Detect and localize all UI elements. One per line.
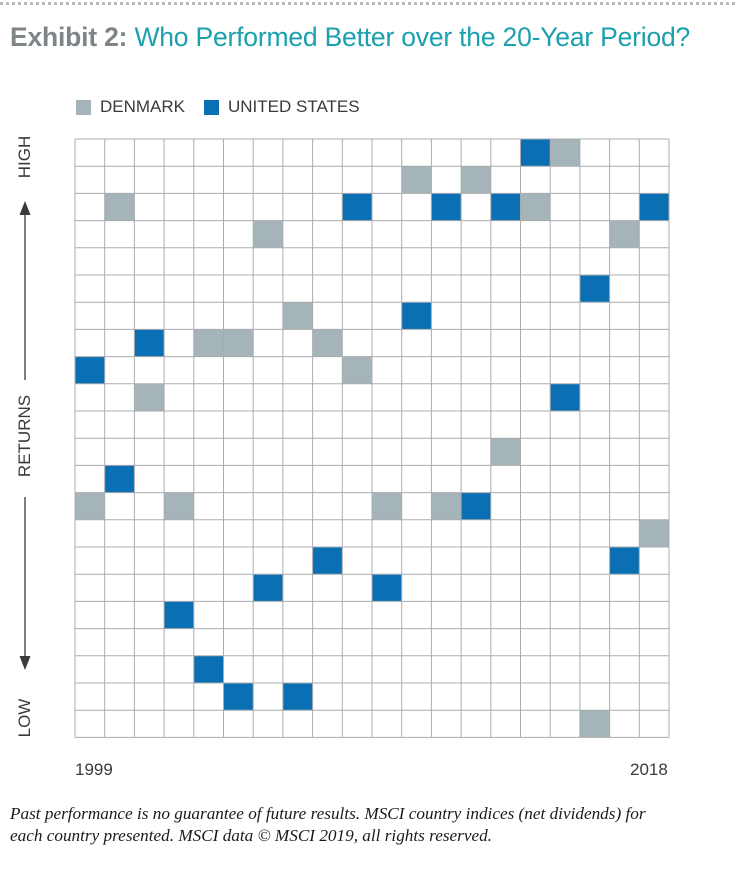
denmark-cell-2012 <box>461 166 491 194</box>
denmark-cell-2014 <box>520 193 551 221</box>
denmark-cell-2002 <box>164 492 194 520</box>
united-states-cell-2001 <box>134 329 165 357</box>
united-states-cell-2002 <box>164 601 194 629</box>
x-axis-end-label: 2018 <box>630 760 668 779</box>
legend-label-denmark: DENMARK <box>100 97 186 116</box>
united-states-cell-2013 <box>490 193 521 221</box>
footnote: Past performance is no guarantee of futu… <box>10 804 646 845</box>
denmark-cell-2017 <box>609 220 640 248</box>
chart-title: Exhibit 2: Who Performed Better over the… <box>10 22 690 53</box>
denmark-cell-2000 <box>104 193 135 221</box>
united-states-cell-2008 <box>342 193 372 221</box>
united-states-cell-2016 <box>579 275 610 303</box>
top-dotted-rule <box>0 2 735 5</box>
denmark-cell-2016 <box>579 710 610 738</box>
denmark-cell-2009 <box>372 492 402 520</box>
down-arrow-head-icon <box>19 656 31 670</box>
legend-swatch-united-states <box>204 99 219 115</box>
denmark-cell-2010 <box>401 166 432 194</box>
denmark-cell-2001 <box>134 383 165 411</box>
denmark-cell-2005 <box>253 220 283 248</box>
denmark-cell-2013 <box>490 438 521 466</box>
united-states-cell-2012 <box>461 492 491 520</box>
legend-swatch-denmark <box>76 99 91 115</box>
legend-item-united-states: UNITED STATES <box>204 97 360 117</box>
united-states-cell-2006 <box>282 683 313 711</box>
united-states-cell-2014 <box>520 139 551 167</box>
title-text: Who Performed Better over the 20-Year Pe… <box>134 22 691 52</box>
x-axis-start-label: 1999 <box>75 760 113 779</box>
denmark-cell-2011 <box>431 492 462 520</box>
denmark-cell-2018 <box>639 519 669 547</box>
y-axis-arrows <box>19 201 31 670</box>
heatmap-chart <box>74 138 670 738</box>
united-states-cell-2003 <box>193 655 224 683</box>
united-states-cell-2018 <box>639 193 669 221</box>
y-axis: HIGH RETURNS LOW <box>10 125 40 745</box>
denmark-cell-2006 <box>282 302 313 330</box>
united-states-cell-2000 <box>104 465 135 493</box>
denmark-cell-2004 <box>223 329 254 357</box>
united-states-cell-2004 <box>223 683 254 711</box>
denmark-cell-2007 <box>312 329 343 357</box>
legend-item-denmark: DENMARK <box>76 97 185 117</box>
denmark-cell-2008 <box>342 356 372 384</box>
united-states-cell-2015 <box>550 383 580 411</box>
denmark-cell-2015 <box>550 139 580 167</box>
united-states-cell-2011 <box>431 193 462 221</box>
united-states-cell-2009 <box>372 574 402 602</box>
denmark-cell-1999 <box>75 492 105 520</box>
exhibit-label: Exhibit 2: <box>10 22 128 52</box>
united-states-cell-1999 <box>75 356 105 384</box>
united-states-cell-2017 <box>609 547 640 575</box>
united-states-cell-2005 <box>253 574 283 602</box>
up-arrow-head-icon <box>19 201 31 215</box>
legend-label-united-states: UNITED STATES <box>228 97 360 116</box>
united-states-cell-2007 <box>312 547 343 575</box>
denmark-cell-2003 <box>193 329 224 357</box>
united-states-cell-2010 <box>401 302 432 330</box>
